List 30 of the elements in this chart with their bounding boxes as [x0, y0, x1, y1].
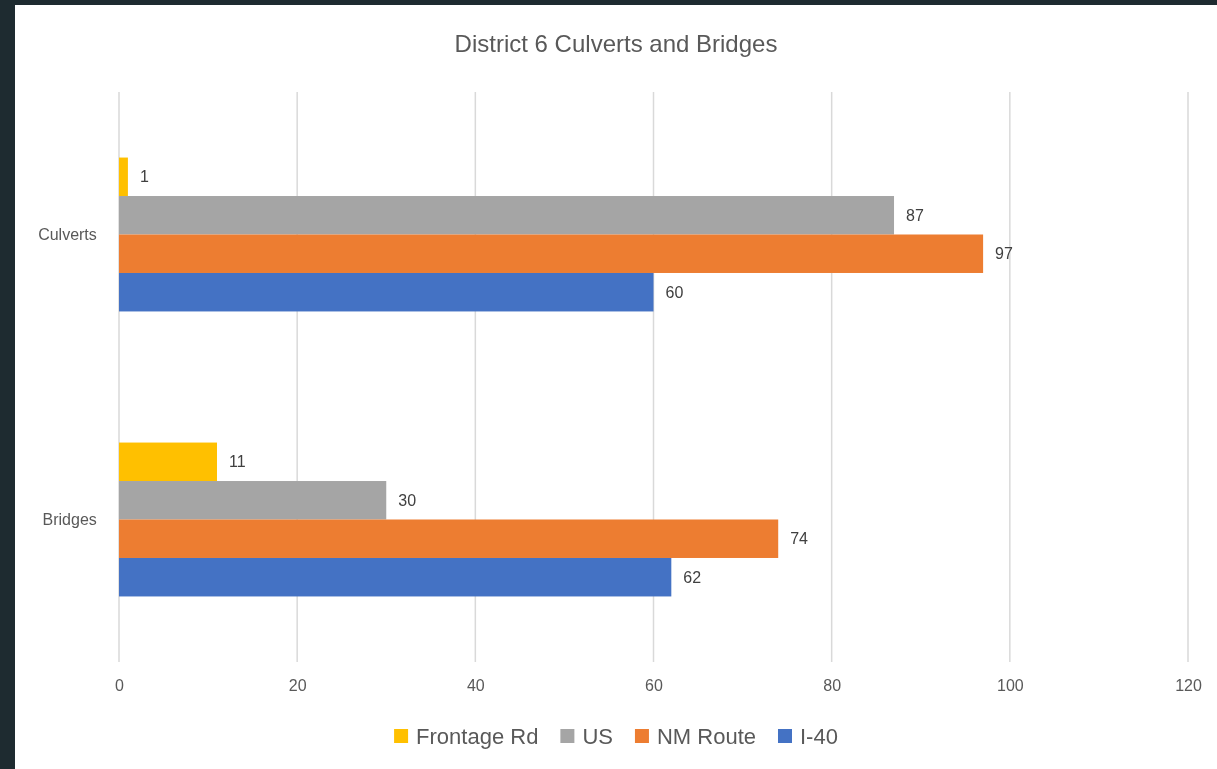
data-label: 62 — [683, 568, 702, 586]
bar — [119, 157, 128, 197]
chart-title: District 6 Culverts and Bridges — [454, 30, 778, 57]
bar — [119, 557, 672, 597]
data-label: 1 — [139, 168, 149, 186]
data-label: 74 — [790, 530, 809, 548]
data-label: 60 — [665, 283, 684, 301]
x-tick-label: 0 — [115, 676, 125, 694]
bar — [119, 481, 387, 520]
legend-label: I-40 — [799, 723, 838, 749]
legend-label: Frontage Rd — [416, 723, 539, 749]
x-tick-label: 100 — [996, 676, 1024, 694]
data-label: 97 — [995, 245, 1014, 263]
x-tick-label: 80 — [823, 676, 842, 694]
bar — [119, 272, 654, 312]
y-tick-label: Bridges — [42, 510, 97, 528]
bar — [119, 234, 984, 273]
bar — [119, 442, 217, 482]
x-tick-label: 20 — [288, 676, 307, 694]
x-tick-label: 40 — [466, 676, 485, 694]
x-tick-label: 120 — [1175, 676, 1202, 694]
data-label: 30 — [398, 491, 417, 509]
bar — [119, 196, 895, 235]
bar — [119, 519, 779, 558]
legend-label: NM Route — [656, 723, 756, 749]
legend-label: US — [582, 723, 613, 749]
data-label: 87 — [906, 206, 924, 224]
y-tick-label: Culverts — [38, 225, 97, 243]
x-tick-label: 60 — [645, 676, 663, 694]
data-label: 11 — [228, 453, 246, 471]
